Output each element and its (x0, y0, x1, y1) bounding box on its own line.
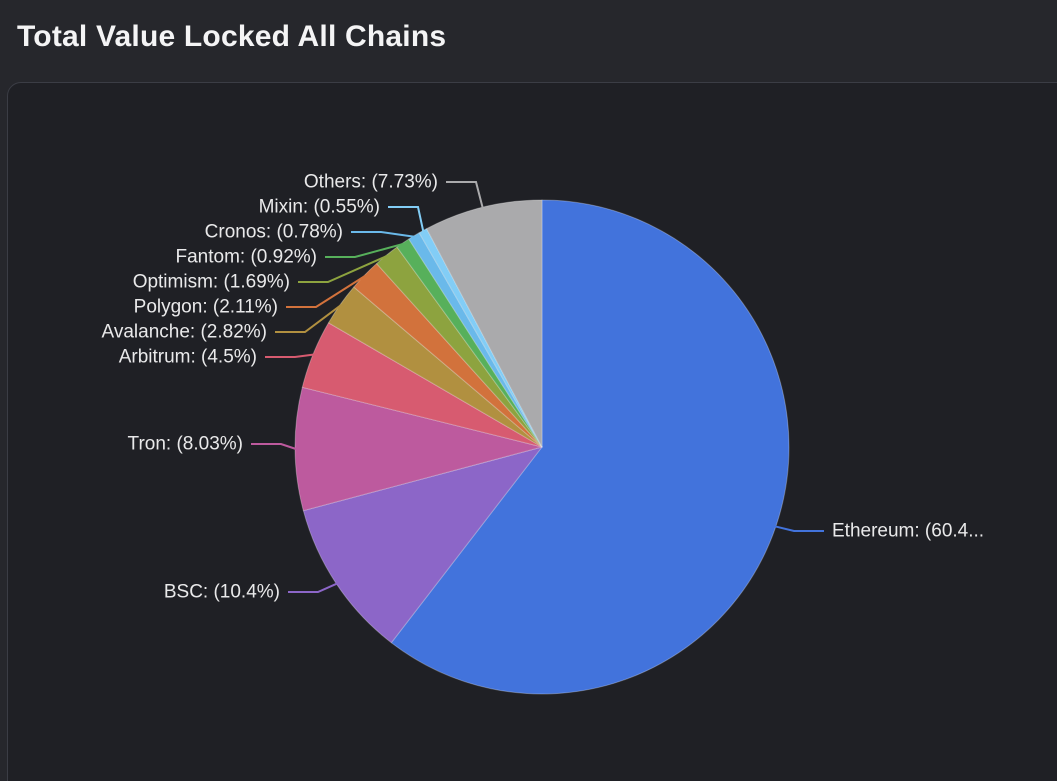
page-title: Total Value Locked All Chains (17, 20, 447, 53)
pie-label-line-polygon (286, 274, 367, 308)
pie-label-avalanche: Avalanche: (2.82%) (102, 322, 267, 343)
pie-label-arbitrum: Arbitrum: (4.5%) (119, 347, 257, 368)
pie-label-fantom: Fantom: (0.92%) (176, 247, 318, 268)
pie-label-line-mixin (388, 206, 425, 232)
pie-label-polygon: Polygon: (2.11%) (134, 297, 278, 318)
pie-label-tron: Tron: (8.03%) (128, 434, 243, 455)
pie-label-bsc: BSC: (10.4%) (164, 582, 280, 603)
pie-label-line-arbitrum (265, 353, 315, 358)
pie-label-others: Others: (7.73%) (304, 172, 438, 193)
pie-label-line-others (446, 181, 484, 209)
pie-label-line-fantom (325, 242, 404, 258)
pie-label-optimism: Optimism: (1.69%) (133, 272, 290, 293)
pie-label-ethereum: Ethereum: (60.4... (832, 521, 984, 542)
pie-label-line-optimism (298, 254, 388, 283)
pie-label-line-ethereum (774, 525, 824, 532)
pie-label-mixin: Mixin: (0.55%) (259, 197, 380, 218)
pie-label-line-cronos (351, 231, 415, 238)
pie-label-cronos: Cronos: (0.78%) (205, 222, 343, 243)
pie-label-line-tron (251, 443, 297, 450)
pie-label-line-bsc (288, 582, 338, 593)
pie-label-line-avalanche (275, 304, 342, 333)
